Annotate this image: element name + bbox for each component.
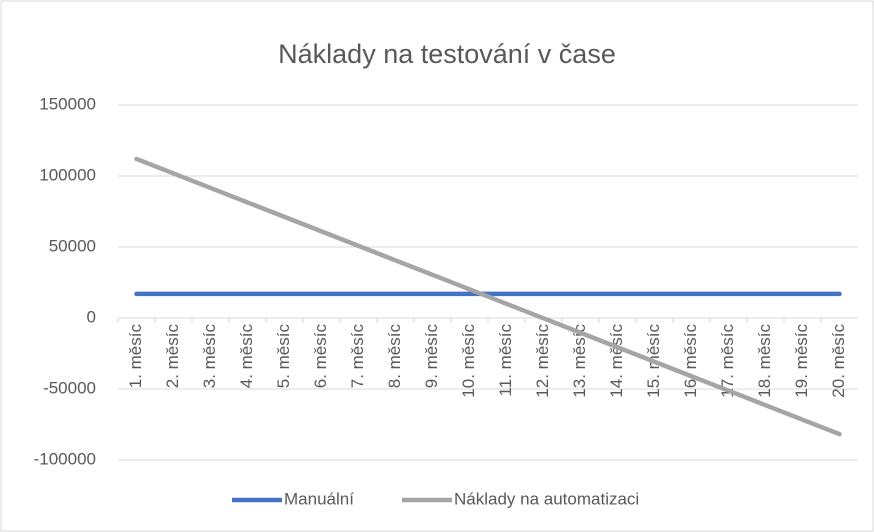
y-tick-label: -100000	[34, 449, 96, 468]
y-tick-label: 50000	[49, 236, 96, 255]
legend-label: Náklady na automatizaci	[454, 489, 639, 508]
x-tick-label: 14. měsíc	[607, 324, 626, 398]
y-tick-label: -50000	[43, 378, 96, 397]
x-tick-label: 18. měsíc	[755, 324, 774, 398]
y-tick-label: 150000	[39, 94, 96, 113]
x-tick-label: 6. měsíc	[311, 324, 330, 389]
x-tick-label: 11. měsíc	[496, 324, 515, 397]
x-tick-label: 7. měsíc	[348, 324, 367, 389]
x-tick-label: 2. měsíc	[163, 324, 182, 389]
x-tick-label: 12. měsíc	[533, 324, 552, 398]
x-tick-label: 4. měsíc	[237, 324, 256, 389]
chart-title: Náklady na testování v čase	[278, 39, 616, 69]
x-tick-label: 5. měsíc	[274, 324, 293, 389]
x-tick-label: 19. měsíc	[792, 324, 811, 398]
x-tick-label: 1. měsíc	[126, 324, 145, 389]
x-tick-label: 20. měsíc	[829, 324, 848, 398]
x-tick-label: 3. měsíc	[200, 324, 219, 389]
x-tick-label: 17. měsíc	[718, 324, 737, 398]
x-tick-label: 8. měsíc	[385, 324, 404, 389]
x-tick-label: 13. měsíc	[570, 324, 589, 398]
y-tick-label: 0	[87, 307, 96, 326]
x-tick-label: 9. měsíc	[422, 324, 441, 389]
y-tick-label: 100000	[39, 165, 96, 184]
x-tick-label: 10. měsíc	[459, 324, 478, 398]
x-tick-label: 16. měsíc	[681, 324, 700, 398]
series-line	[134, 156, 842, 437]
legend-label: Manuální	[284, 489, 354, 508]
